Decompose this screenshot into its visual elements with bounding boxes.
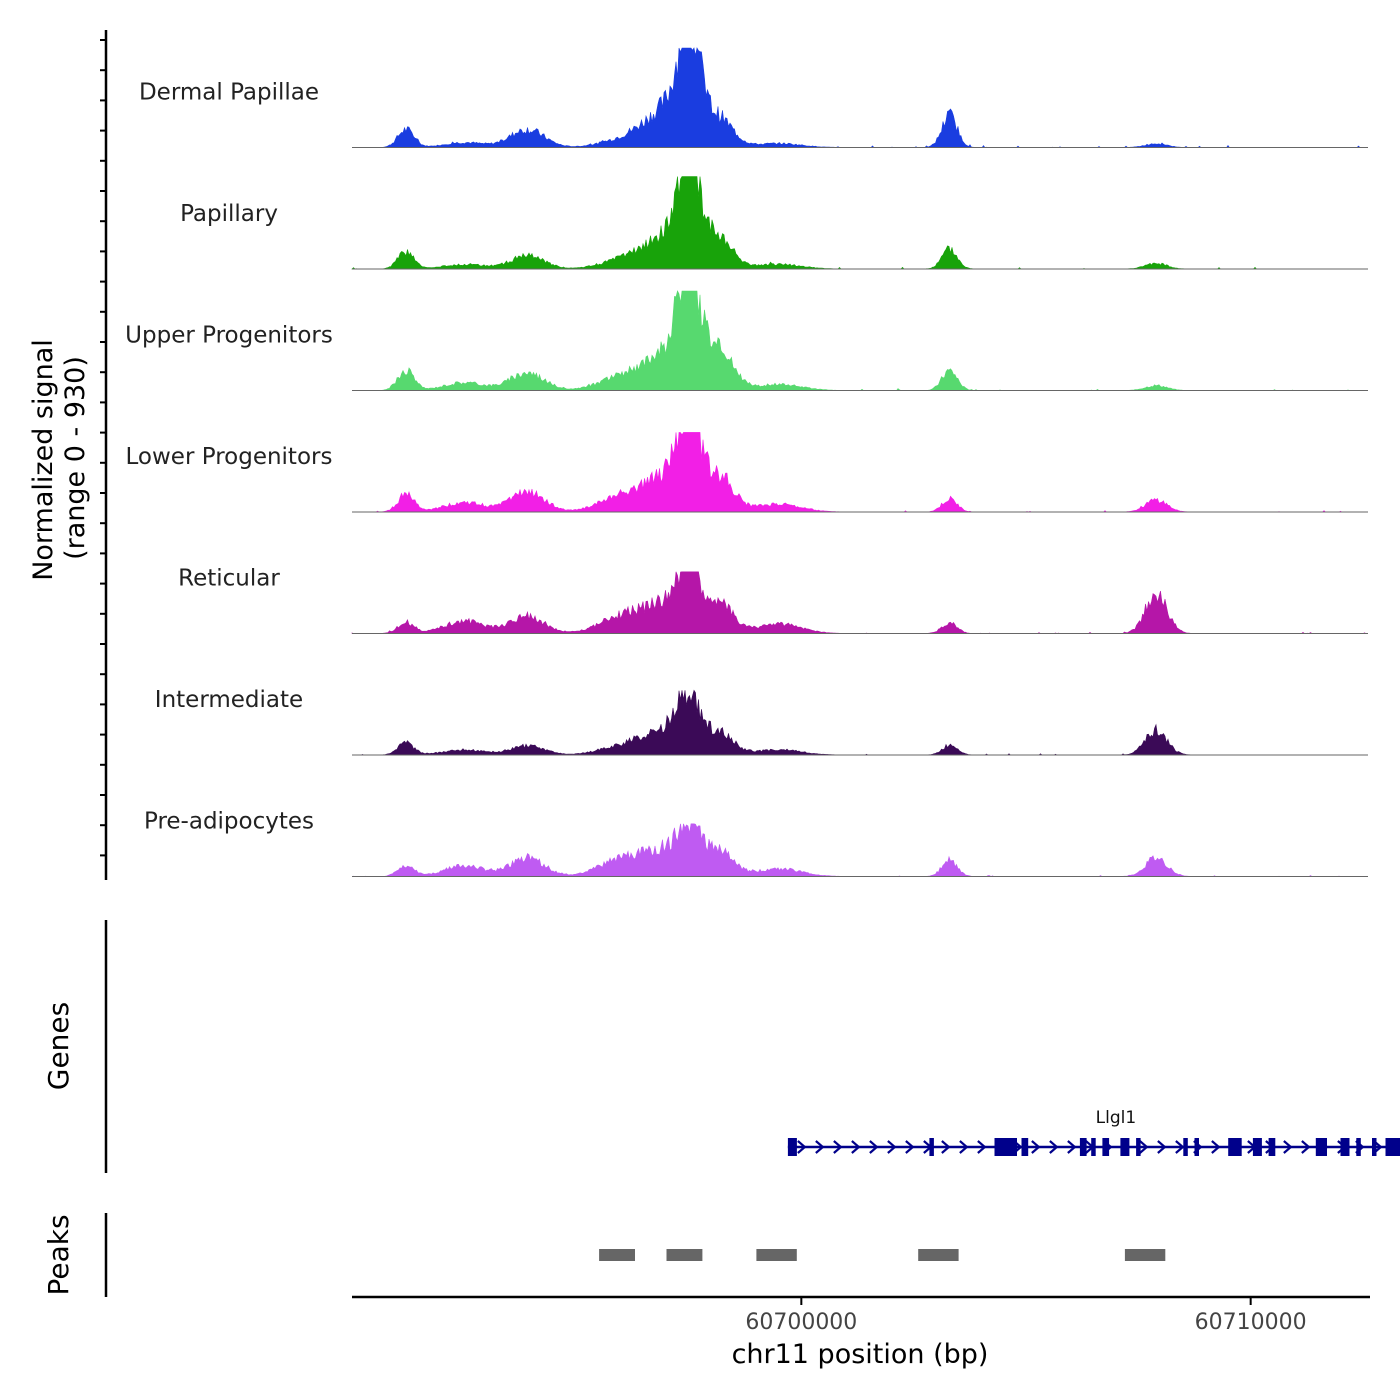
track-label: Dermal Papillae: [139, 80, 319, 106]
strand-arrow: [1067, 1140, 1077, 1154]
coverage-area: [351, 823, 1368, 877]
strand-arrow: [1211, 1140, 1221, 1154]
track-label: Upper Progenitors: [125, 323, 333, 349]
strand-arrow: [977, 1140, 987, 1154]
strand-arrow: [941, 1140, 951, 1154]
strand-arrow: [1283, 1140, 1293, 1154]
peak-region: [1124, 1249, 1166, 1261]
coverage-area: [352, 689, 1368, 756]
strand-arrow: [1049, 1140, 1059, 1154]
strand-arrow: [869, 1140, 879, 1154]
coverage-area: [352, 290, 1368, 391]
gene-exon: [1120, 1138, 1130, 1156]
track-label: Papillary: [180, 201, 278, 227]
strand-arrow: [1157, 1140, 1167, 1154]
gene-exon: [787, 1138, 797, 1156]
gene-exon: [929, 1138, 934, 1156]
track-label: Pre-adipocytes: [144, 809, 314, 835]
coverage-area: [351, 571, 1368, 634]
x-axis-ticks: 607000006071000060720000: [745, 1297, 1307, 1335]
x-tick-label: 60700000: [745, 1310, 857, 1335]
gene-exon: [1183, 1138, 1188, 1156]
strand-arrow: [815, 1140, 825, 1154]
strand-arrow: [851, 1140, 861, 1154]
strand-arrow: [1175, 1140, 1185, 1154]
strand-arrow: [905, 1140, 915, 1154]
track-intermediate: Intermediate: [155, 687, 1368, 756]
gene-exon: [1136, 1138, 1141, 1156]
track-upper-progenitors: Upper Progenitors: [125, 290, 1368, 391]
gene-exon: [1268, 1138, 1276, 1156]
x-axis-title: chr11 position (bp): [732, 1339, 989, 1370]
peaks-panel-label: Peaks: [42, 1214, 75, 1295]
strand-arrow: [887, 1140, 897, 1154]
gene-exon: [1372, 1138, 1377, 1156]
gene-exon: [1315, 1138, 1327, 1156]
gene-exon: [1021, 1138, 1029, 1156]
gene-exon: [1091, 1138, 1096, 1156]
peak-region: [756, 1249, 797, 1261]
coverage-y-ticks: [100, 39, 106, 857]
gene-exon: [994, 1138, 1017, 1156]
gene-label: Llgl1: [1096, 1108, 1137, 1128]
peak-region: [599, 1249, 635, 1261]
y-axis-subtitle: (range 0 - 930): [60, 356, 91, 560]
gene-exon: [1228, 1138, 1242, 1156]
gene-exon: [1252, 1138, 1262, 1156]
track-label: Intermediate: [155, 687, 303, 713]
coverage-area: [351, 176, 1369, 270]
y-axis-title: Normalized signal: [28, 339, 59, 581]
gene-exon: [1356, 1138, 1361, 1156]
strand-arrow: [1301, 1140, 1311, 1154]
track-label: Lower Progenitors: [126, 444, 333, 470]
track-papillary: Papillary: [180, 176, 1369, 270]
gene-llgl1: Llgl1: [787, 1108, 1400, 1156]
peak-region: [918, 1249, 959, 1261]
strand-arrow: [1139, 1140, 1149, 1154]
coverage-area: [352, 47, 1368, 148]
x-tick-label: 60710000: [1195, 1310, 1307, 1335]
gene-exon: [1340, 1138, 1350, 1156]
strand-arrow: [797, 1140, 807, 1154]
gene-models: Llgl1Flii: [787, 1108, 1400, 1156]
peak-regions: [599, 1249, 1166, 1261]
gene-exon: [1194, 1138, 1199, 1156]
genes-panel-label: Genes: [42, 1002, 75, 1090]
track-lower-progenitors: Lower Progenitors: [126, 432, 1368, 513]
gene-exon: [1385, 1138, 1400, 1156]
strand-arrow: [1031, 1140, 1041, 1154]
track-reticular: Reticular: [178, 566, 1368, 634]
track-dermal-papillae: Dermal Papillae: [139, 47, 1368, 148]
coverage-area: [352, 432, 1368, 513]
track-pre-adipocytes: Pre-adipocytes: [144, 809, 1368, 877]
strand-arrow: [833, 1140, 843, 1154]
coverage-tracks: Dermal Papillae Papillary Upper Progenitor…: [125, 47, 1369, 877]
gene-exon: [1102, 1138, 1110, 1156]
track-label: Reticular: [178, 566, 280, 592]
strand-arrow: [959, 1140, 969, 1154]
gene-exon: [1079, 1138, 1087, 1156]
peak-region: [666, 1249, 703, 1261]
